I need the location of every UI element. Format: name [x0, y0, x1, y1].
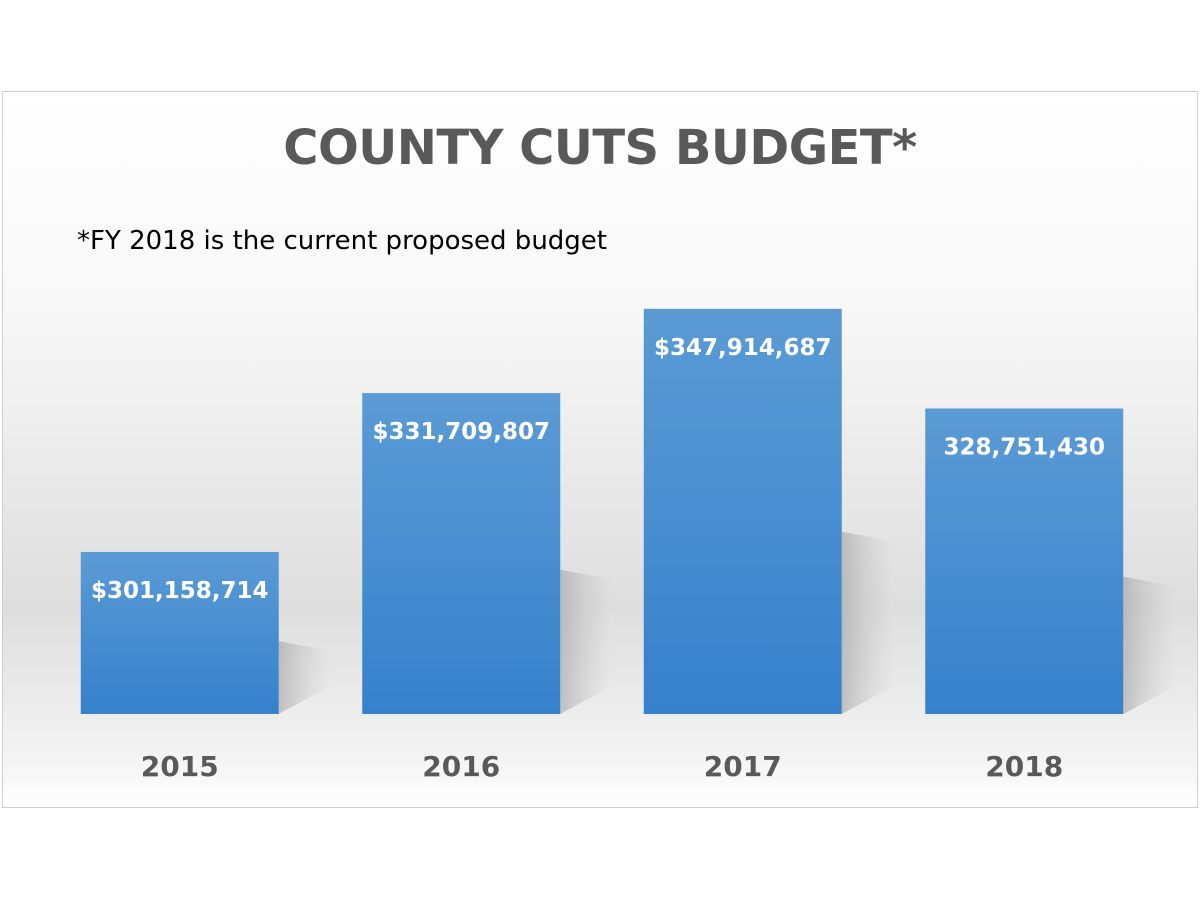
chart-subtitle: *FY 2018 is the current proposed budget [77, 226, 607, 256]
data-label-2018: 328,751,430 [943, 434, 1105, 460]
chart-frame: COUNTY CUTS BUDGET* *FY 2018 is the curr… [2, 91, 1198, 808]
x-tick-label-2016: 2016 [422, 750, 500, 783]
bar-shadow [841, 531, 894, 714]
data-label-2015: $301,158,714 [91, 578, 269, 604]
x-tick-label-2015: 2015 [141, 750, 219, 783]
bar-2017 [643, 308, 842, 714]
bar-shadow [278, 641, 331, 714]
data-label-2017: $347,914,687 [654, 335, 832, 361]
bar-shadow [1123, 576, 1176, 714]
bar-2018 [925, 408, 1124, 714]
chart-title: COUNTY CUTS BUDGET* [283, 120, 917, 176]
bar-2016 [362, 393, 561, 714]
data-label-2016: $331,709,807 [372, 419, 550, 445]
bar-2015 [80, 551, 279, 714]
x-tick-label-2017: 2017 [704, 750, 782, 783]
bar-chart: $301,158,714 $331,709,807 $347,914,687 328,… [80, 308, 1176, 783]
x-tick-label-2018: 2018 [985, 750, 1063, 783]
bar-shadow [560, 569, 613, 714]
